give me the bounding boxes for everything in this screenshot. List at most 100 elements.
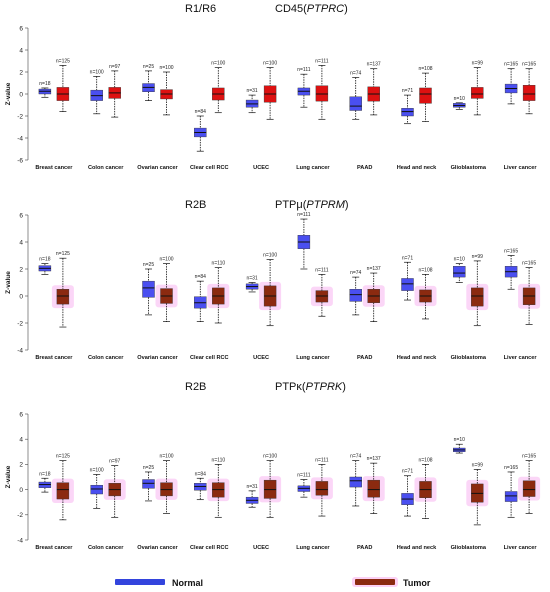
sample-size-label: n=74: [350, 454, 361, 460]
normal-box: n=31: [245, 88, 259, 114]
tumor-box: n=99: [471, 61, 484, 116]
y-tick-label: -6: [17, 157, 23, 164]
sample-size-label: n=110: [211, 457, 225, 463]
tumor-box: n=100: [159, 65, 174, 116]
normal-iqr-box: [142, 280, 155, 298]
title-text: PTPκ(: [275, 381, 306, 393]
tumor-box: n=97: [103, 459, 126, 518]
category-label: Clear cell RCC: [190, 545, 229, 551]
category-label: Breast cancer: [35, 165, 73, 171]
chart-title-left: R1/R6: [185, 3, 216, 15]
sample-size-label: n=165: [504, 249, 518, 255]
normal-iqr-box: [453, 266, 466, 278]
y-tick-label: 6: [19, 25, 23, 32]
tumor-box: n=108: [418, 66, 433, 122]
sample-size-label: n=100: [159, 257, 173, 263]
sample-size-label: n=125: [56, 454, 70, 460]
tumor-box: n=108: [414, 267, 437, 320]
title-text: CD45(: [275, 3, 307, 15]
normal-box: n=111: [297, 67, 311, 108]
sample-size-label: n=100: [159, 454, 173, 460]
normal-box: n=10: [453, 437, 466, 454]
legend-normal-label: Normal: [172, 578, 203, 588]
sample-size-label: n=108: [418, 457, 432, 463]
normal-box: n=165: [504, 465, 518, 518]
title-close: ): [342, 381, 346, 393]
category-label: Breast cancer: [35, 545, 73, 551]
normal-iqr-box: [90, 484, 103, 495]
tumor-box: n=100: [263, 61, 277, 120]
normal-box: n=18: [38, 81, 52, 98]
y-tick-label: -4: [17, 135, 23, 142]
tumor-box: n=108: [414, 457, 437, 519]
chart-panel-2: R2B PTPμ(PTPRM) -4 -2 0 2 4 6 Z-value Breast canc…: [5, 199, 541, 361]
normal-box: n=71: [401, 88, 414, 125]
y-tick-label: 6: [19, 411, 23, 418]
normal-iqr-box: [349, 476, 362, 488]
y-tick-label: -2: [17, 113, 23, 120]
sample-size-label: n=84: [195, 471, 206, 477]
normal-iqr-box: [401, 108, 414, 117]
category-label: Clear cell RCC: [190, 355, 229, 361]
normal-box: n=84: [194, 274, 207, 322]
tumor-box: n=111: [310, 457, 333, 517]
panels: R1/R6 CD45(PTPRC) -6 -4 -2 0 2 4 6 Z-value Breast …: [5, 3, 541, 551]
chart-panel-3: R2B PTPκ(PTPRK) -4 -2 0 2 4 6 Z-value Breast canc…: [5, 381, 541, 551]
tumor-iqr-box: [471, 287, 484, 307]
tumor-box: n=137: [362, 266, 385, 322]
category-label: Colon cancer: [88, 545, 124, 551]
tumor-box: n=97: [108, 64, 121, 118]
normal-box: n=25: [142, 262, 155, 316]
category-label: UCEC: [253, 355, 269, 361]
normal-box: n=165: [504, 249, 518, 290]
sample-size-label: n=111: [297, 473, 311, 479]
tumor-box: n=125: [51, 454, 74, 521]
category-label: Colon cancer: [88, 165, 124, 171]
category-label: UCEC: [253, 165, 269, 171]
title-close: ): [345, 199, 349, 211]
y-axis-label: Z-value: [5, 465, 12, 488]
sample-size-label: n=99: [472, 462, 483, 468]
tumor-box: n=100: [259, 454, 282, 518]
title-gene-italic: PTPRC: [307, 3, 344, 15]
tumor-box: n=99: [466, 462, 489, 526]
normal-box: n=111: [297, 473, 311, 498]
category-label: Liver cancer: [504, 545, 538, 551]
tumor-iqr-box: [471, 87, 484, 99]
tumor-box: n=137: [362, 456, 385, 514]
normal-box: n=74: [349, 454, 362, 507]
category-label: Glioblastoma: [451, 165, 487, 171]
sample-size-label: n=18: [39, 257, 50, 263]
sample-size-label: n=165: [504, 465, 518, 471]
category-label: Lung cancer: [296, 355, 330, 361]
sample-size-label: n=18: [39, 471, 50, 477]
tumor-box: n=99: [466, 254, 489, 327]
tumor-iqr-box: [56, 289, 70, 305]
sample-size-label: n=137: [367, 62, 381, 68]
y-tick-label: 0: [19, 91, 23, 98]
sample-size-label: n=111: [297, 212, 311, 218]
sample-size-label: n=71: [402, 469, 413, 475]
title-close: ): [344, 3, 348, 15]
category-label: Liver cancer: [504, 165, 538, 171]
legend: Normal Tumor: [115, 577, 431, 588]
sample-size-label: n=111: [315, 457, 329, 463]
normal-box: n=74: [349, 270, 362, 316]
normal-iqr-box: [142, 479, 155, 489]
sample-size-label: n=100: [263, 61, 277, 67]
sample-size-label: n=71: [402, 88, 413, 94]
normal-box: n=165: [504, 62, 518, 105]
sample-size-label: n=31: [246, 484, 257, 490]
sample-size-label: n=97: [109, 459, 120, 465]
y-tick-label: 0: [19, 293, 23, 300]
y-tick-label: -2: [17, 512, 23, 519]
sample-size-label: n=31: [246, 276, 257, 282]
sample-size-label: n=111: [297, 67, 311, 73]
tumor-box: n=165: [522, 62, 536, 115]
sample-size-label: n=84: [195, 274, 206, 280]
category-label: Breast cancer: [35, 355, 73, 361]
normal-box: n=100: [90, 467, 104, 509]
tumor-box: n=110: [207, 457, 230, 518]
sample-size-label: n=25: [143, 64, 154, 70]
